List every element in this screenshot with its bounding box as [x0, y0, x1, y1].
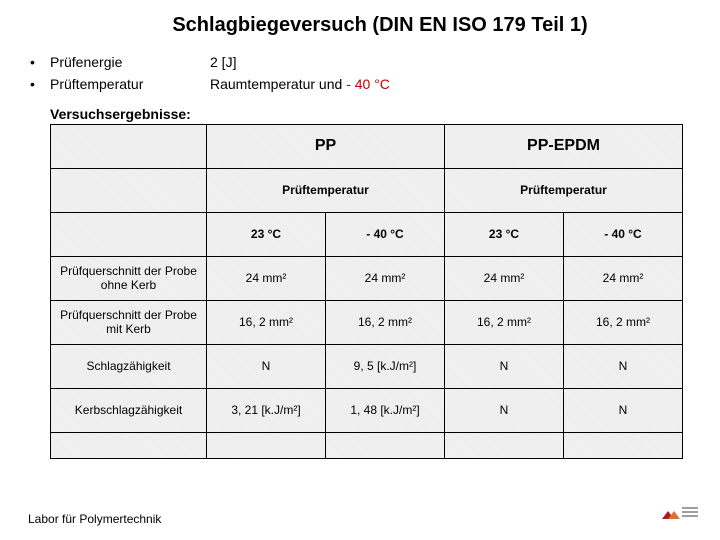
table-cell: [326, 432, 445, 458]
row-label: Prüfquerschnitt der Probe mit Kerb: [51, 300, 207, 344]
temp-header: - 40 °C: [326, 212, 445, 256]
bullet-value-accent: - 40 °C: [346, 76, 390, 92]
bullet-row: • Prüfenergie 2 [J]: [30, 51, 692, 73]
row-label: Kerbschlagzähigkeit: [51, 388, 207, 432]
table-row: Kerbschlagzähigkeit 3, 21 [k.J/m²] 1, 48…: [51, 388, 683, 432]
table-cell: [564, 432, 683, 458]
bullet-list: • Prüfenergie 2 [J] • Prüftemperatur Rau…: [30, 51, 692, 96]
table-row: Prüfquerschnitt der Probe ohne Kerb 24 m…: [51, 256, 683, 300]
table-row: [51, 432, 683, 458]
table-cell: 24 mm²: [207, 256, 326, 300]
row-label: Prüfquerschnitt der Probe ohne Kerb: [51, 256, 207, 300]
results-subhead: Versuchsergebnisse:: [50, 106, 692, 122]
slide: Schlagbiegeversuch (DIN EN ISO 179 Teil …: [0, 0, 720, 540]
table-cell: 1, 48 [k.J/m²]: [326, 388, 445, 432]
temp-header: 23 °C: [207, 212, 326, 256]
bullet-label: Prüfenergie: [50, 51, 210, 73]
bullet-value-plain: Raumtemperatur und: [210, 76, 346, 92]
bullet-value: Raumtemperatur und - 40 °C: [210, 73, 692, 95]
table-row: PP PP-EPDM: [51, 124, 683, 168]
subheader-cell: Prüftemperatur: [445, 168, 683, 212]
material-header: PP: [207, 124, 445, 168]
table-cell: 16, 2 mm²: [564, 300, 683, 344]
empty-cell: [51, 212, 207, 256]
table-cell: N: [564, 344, 683, 388]
table-cell: N: [445, 388, 564, 432]
table-cell: 24 mm²: [326, 256, 445, 300]
row-label: [51, 432, 207, 458]
material-header: PP-EPDM: [445, 124, 683, 168]
table-cell: 16, 2 mm²: [207, 300, 326, 344]
bullet-dot-icon: •: [30, 51, 50, 73]
table-cell: 9, 5 [k.J/m²]: [326, 344, 445, 388]
empty-cell: [51, 168, 207, 212]
results-table-wrap: PP PP-EPDM Prüftemperatur Prüftemperatur…: [50, 124, 692, 459]
table-cell: N: [564, 388, 683, 432]
row-label: Schlagzähigkeit: [51, 344, 207, 388]
bullet-value-plain: 2 [J]: [210, 54, 236, 70]
temp-header: 23 °C: [445, 212, 564, 256]
table-cell: 3, 21 [k.J/m²]: [207, 388, 326, 432]
bullet-label: Prüftemperatur: [50, 73, 210, 95]
table-row: Prüftemperatur Prüftemperatur: [51, 168, 683, 212]
footer-text: Labor für Polymertechnik: [28, 512, 161, 526]
bullet-value: 2 [J]: [210, 51, 692, 73]
table-cell: N: [207, 344, 326, 388]
institute-logo-icon: [656, 495, 700, 530]
table-row: Schlagzähigkeit N 9, 5 [k.J/m²] N N: [51, 344, 683, 388]
temp-header: - 40 °C: [564, 212, 683, 256]
slide-title: Schlagbiegeversuch (DIN EN ISO 179 Teil …: [28, 14, 692, 37]
table-cell: 16, 2 mm²: [326, 300, 445, 344]
subheader-cell: Prüftemperatur: [207, 168, 445, 212]
table-row: Prüfquerschnitt der Probe mit Kerb 16, 2…: [51, 300, 683, 344]
results-table: PP PP-EPDM Prüftemperatur Prüftemperatur…: [50, 124, 683, 459]
table-cell: [207, 432, 326, 458]
table-cell: N: [445, 344, 564, 388]
table-cell: 16, 2 mm²: [445, 300, 564, 344]
table-row: 23 °C - 40 °C 23 °C - 40 °C: [51, 212, 683, 256]
bullet-dot-icon: •: [30, 73, 50, 95]
table-cell: 24 mm²: [445, 256, 564, 300]
table-cell: 24 mm²: [564, 256, 683, 300]
bullet-row: • Prüftemperatur Raumtemperatur und - 40…: [30, 73, 692, 95]
corner-cell: [51, 124, 207, 168]
table-cell: [445, 432, 564, 458]
